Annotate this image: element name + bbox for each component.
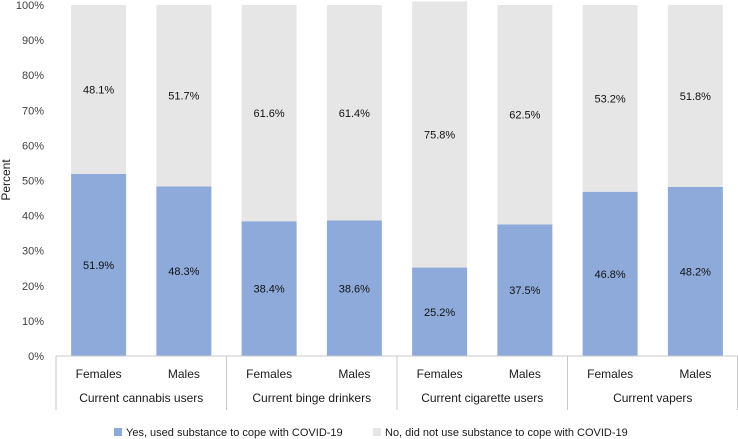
legend-label: No, did not use substance to cope with C… bbox=[385, 427, 628, 439]
data-label: 48.1% bbox=[83, 84, 114, 96]
bar-segment-no bbox=[326, 5, 382, 221]
bar-segment-no bbox=[497, 5, 553, 225]
x-category-label: Males bbox=[509, 367, 541, 381]
x-category-label: Females bbox=[76, 367, 122, 381]
x-category-label: Males bbox=[338, 367, 370, 381]
data-label: 51.7% bbox=[168, 91, 199, 103]
bar-segment-yes bbox=[412, 267, 468, 356]
data-label: 62.5% bbox=[509, 110, 540, 122]
bar-segment-yes bbox=[582, 191, 638, 356]
data-label: 25.2% bbox=[424, 307, 455, 319]
y-tick-label: 70% bbox=[22, 105, 44, 117]
bar-segment-no bbox=[71, 5, 127, 174]
x-category-label: Females bbox=[417, 367, 463, 381]
data-label: 61.6% bbox=[254, 108, 285, 120]
data-label: 75.8% bbox=[424, 130, 455, 142]
y-tick-label: 30% bbox=[22, 246, 44, 258]
x-group-label: Current cigarette users bbox=[421, 391, 543, 405]
data-label: 48.3% bbox=[168, 266, 199, 278]
y-tick-label: 60% bbox=[22, 140, 44, 152]
y-tick-label: 90% bbox=[22, 35, 44, 47]
bar-segment-yes bbox=[497, 224, 553, 356]
x-category-label: Females bbox=[246, 367, 292, 381]
legend-swatch bbox=[373, 428, 381, 436]
bar-segment-yes bbox=[156, 186, 212, 356]
bar-segment-no bbox=[582, 5, 638, 192]
bars: 51.9% 48.1% 48.3% 51.7% 38.4% 61.6% 38.6% 61.4%… bbox=[71, 1, 723, 356]
legend-label: Yes, used substance to cope with COVID-1… bbox=[126, 427, 343, 439]
x-group-label: Current binge drinkers bbox=[252, 391, 371, 405]
x-category-label: Males bbox=[679, 367, 711, 381]
y-tick-label: 40% bbox=[22, 211, 44, 223]
data-label: 51.9% bbox=[83, 260, 114, 272]
y-tick-label: 10% bbox=[22, 316, 44, 328]
y-tick-label: 80% bbox=[22, 70, 44, 82]
y-tick-label: 50% bbox=[22, 176, 44, 188]
x-category-label: Females bbox=[587, 367, 633, 381]
data-label: 53.2% bbox=[595, 93, 626, 105]
bar-segment-yes bbox=[667, 186, 723, 356]
bar-segment-yes bbox=[241, 221, 297, 356]
data-label: 38.4% bbox=[254, 284, 285, 296]
bar-segment-no bbox=[667, 5, 723, 187]
data-label: 61.4% bbox=[339, 108, 370, 120]
data-label: 46.8% bbox=[595, 269, 626, 281]
x-category-label: Males bbox=[168, 367, 200, 381]
x-group-label: Current vapers bbox=[613, 391, 692, 405]
data-label: 51.8% bbox=[680, 91, 711, 103]
bar-segment-no bbox=[241, 5, 297, 222]
bar-segment-yes bbox=[71, 173, 127, 356]
legend-swatch bbox=[114, 428, 122, 436]
y-tick-label: 20% bbox=[22, 281, 44, 293]
x-group-label: Current cannabis users bbox=[79, 391, 203, 405]
x-axis: Females Males Females Males Females Males Fema… bbox=[55, 355, 738, 410]
data-label: 38.6% bbox=[339, 283, 370, 295]
bar-segment-no bbox=[412, 1, 468, 268]
data-label: 48.2% bbox=[680, 266, 711, 278]
bar-segment-yes bbox=[326, 220, 382, 356]
legend: Yes, used substance to cope with COVID-1… bbox=[114, 427, 628, 439]
data-label: 37.5% bbox=[509, 285, 540, 297]
y-axis-ticks: 0% 10% 20% 30% 40% 50% 60% 70% 80% 90% 100% bbox=[16, 0, 44, 363]
y-axis-title: Percent bbox=[0, 159, 13, 201]
bar-segment-no bbox=[156, 5, 212, 187]
y-tick-label: 100% bbox=[16, 0, 44, 12]
y-tick-label: 0% bbox=[28, 351, 44, 363]
